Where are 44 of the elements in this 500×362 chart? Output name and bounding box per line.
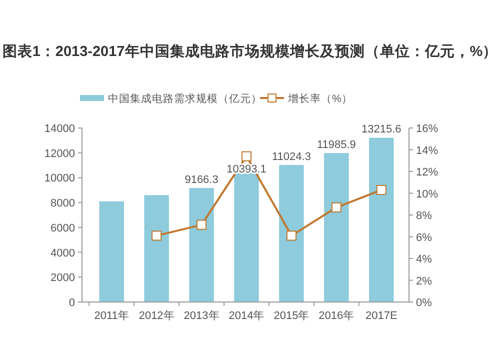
- data-label: 11985.9: [316, 139, 356, 152]
- y2-tick-label: 16%: [416, 123, 438, 135]
- point: [331, 202, 342, 212]
- point: [196, 220, 207, 230]
- x-tick-label: 2016年: [318, 310, 354, 322]
- point: [376, 184, 386, 195]
- y2-tick-label: 0%: [416, 297, 432, 309]
- point: [242, 151, 252, 162]
- legend-label: 中国集成电路需求规模（亿元）: [108, 92, 262, 105]
- y2-tick-label: 12%: [416, 166, 438, 178]
- y2-tick-label: 14%: [416, 144, 438, 157]
- chart-title: 图表1：2013-2017年中国集成电路市场规模增长及预测（单位：亿元，%）: [2, 42, 498, 60]
- x-tick-label: 2014年: [228, 310, 264, 322]
- y-tick-label: 8000: [50, 198, 75, 210]
- point: [286, 230, 296, 241]
- y2-tick-label: 2%: [416, 275, 432, 288]
- x-tick-label: 2011年: [94, 310, 129, 322]
- x-tick-label: 2015年: [274, 310, 310, 322]
- y-tick-label: 0: [68, 297, 75, 309]
- y-tick-label: 6000: [50, 222, 75, 234]
- bar: [144, 195, 169, 302]
- y-tick-label: 10000: [44, 172, 75, 185]
- x-tick-label: 2017E: [365, 310, 398, 322]
- y2-tick-label: 8%: [416, 210, 432, 222]
- bar: [279, 164, 304, 302]
- data-label: 9166.3: [184, 174, 218, 186]
- y-tick-label: 4000: [50, 247, 75, 260]
- bar: [234, 172, 259, 302]
- legend-label: 增长率（%）: [287, 92, 352, 105]
- y-tick-label: 14000: [44, 123, 75, 135]
- y2-tick-label: 10%: [416, 188, 438, 200]
- data-label: 11024.3: [272, 150, 311, 163]
- x-tick-label: 2013年: [184, 310, 220, 322]
- y-tick-label: 2000: [50, 272, 75, 284]
- x-tick-label: 2012年: [138, 310, 174, 322]
- y2-tick-label: 6%: [416, 232, 432, 244]
- bar: [189, 188, 214, 302]
- data-label: 13215.6: [362, 124, 402, 136]
- bar: [324, 153, 349, 302]
- y2-tick-label: 4%: [416, 254, 432, 266]
- y-tick-label: 12000: [44, 148, 75, 160]
- point: [152, 230, 162, 241]
- bar: [99, 201, 124, 302]
- bar: [369, 138, 394, 302]
